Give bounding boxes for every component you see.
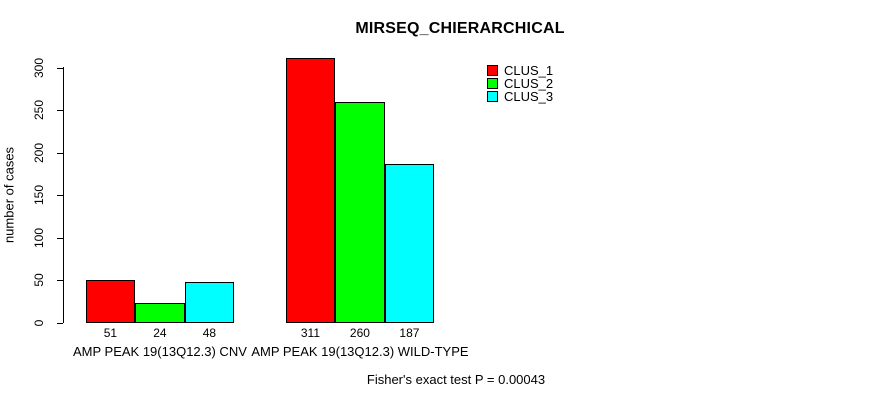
y-tick-label: 300 xyxy=(32,57,46,79)
y-tick-label: 200 xyxy=(32,142,46,164)
legend-label: CLUS_1 xyxy=(504,62,554,78)
y-tick-label: 100 xyxy=(32,227,46,249)
bar-value-label: 187 xyxy=(399,326,420,340)
bar-value-label: 24 xyxy=(153,326,167,340)
legend-label: CLUS_2 xyxy=(504,75,554,91)
bar-value-label: 311 xyxy=(300,326,321,340)
footer-caption: Fisher's exact test P = 0.00043 xyxy=(366,372,546,387)
y-axis-line xyxy=(63,67,64,323)
bar-clus_1-group2 xyxy=(286,58,335,323)
y-tick-label: 150 xyxy=(32,184,46,206)
y-tick-label: 250 xyxy=(32,99,46,121)
bar-clus_3-group1 xyxy=(185,282,234,323)
y-tick-mark xyxy=(57,238,63,239)
y-tick-mark xyxy=(57,323,63,324)
legend-item: CLUS_3 xyxy=(487,88,554,104)
legend: CLUS_1 CLUS_2 CLUS_3 xyxy=(487,64,553,103)
x-category-label: AMP PEAK 19(13Q12.3) WILD-TYPE xyxy=(251,344,469,359)
y-axis-title: number of cases xyxy=(1,146,17,244)
bar-clus_3-group2 xyxy=(385,164,434,323)
legend-swatch-icon xyxy=(487,77,498,89)
bar-clus_2-group2 xyxy=(335,102,385,323)
bar-value-label: 48 xyxy=(202,326,217,340)
chart-title: MIRSEQ_CHIERARCHICAL xyxy=(355,20,565,37)
bar-clus_2-group1 xyxy=(135,303,185,323)
y-tick-mark xyxy=(57,153,63,154)
legend-item: CLUS_1 xyxy=(487,62,554,78)
legend-swatch-icon xyxy=(487,64,498,76)
y-tick-label: 50 xyxy=(32,273,46,287)
y-tick-mark xyxy=(57,195,63,196)
y-tick-mark xyxy=(57,68,63,69)
legend-label: CLUS_3 xyxy=(504,88,554,104)
legend-swatch-icon xyxy=(487,90,498,102)
x-category-label: AMP PEAK 19(13Q12.3) CNV xyxy=(72,344,247,359)
bar-value-label: 51 xyxy=(103,326,118,340)
y-tick-mark xyxy=(57,110,63,111)
bar-value-label: 260 xyxy=(349,326,370,340)
legend-item: CLUS_2 xyxy=(487,75,554,91)
y-tick-mark xyxy=(57,280,63,281)
y-tick-label: 0 xyxy=(32,319,46,327)
bar-clus_1-group1 xyxy=(86,280,135,323)
